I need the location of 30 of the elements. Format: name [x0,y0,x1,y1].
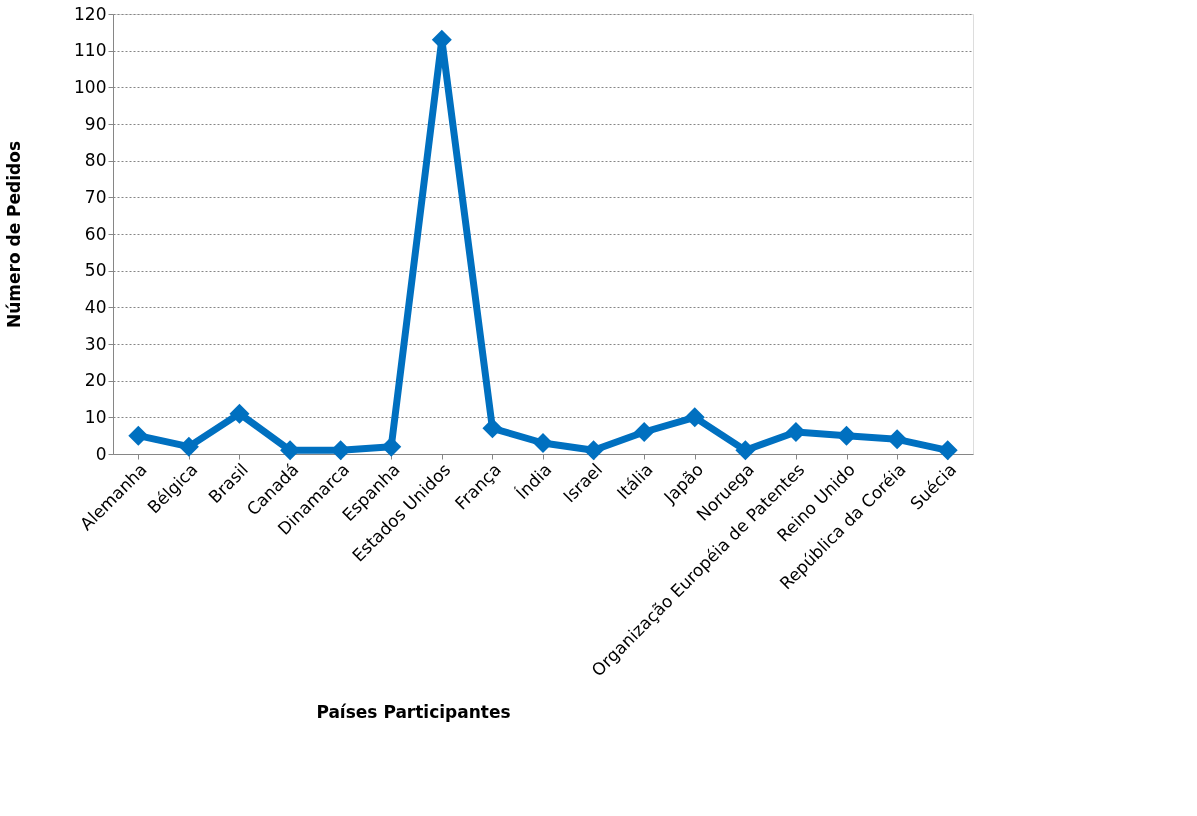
y-tick-label: 50 [84,260,107,281]
y-tick-label: 120 [74,3,107,24]
x-axis-title: Países Participantes [316,701,511,722]
point [330,440,351,461]
point [128,425,149,446]
y-tick-label: 60 [84,223,107,244]
y-tick-label: 70 [84,186,107,207]
y-tick-label: 100 [74,76,107,97]
point [785,422,806,442]
y-tick-label: 10 [84,406,107,427]
point [178,436,199,457]
y-axis-title: Número de Pedidos [4,140,25,329]
y-tick-label: 90 [84,113,107,134]
point [684,407,705,428]
y-tick-label: 0 [95,443,107,464]
y-tick-label: 40 [84,296,107,317]
point [229,403,250,424]
y-tick-label: 20 [84,370,107,391]
point [533,433,553,453]
point [887,429,908,450]
point [937,440,958,461]
point [381,436,402,457]
point [634,422,655,442]
point [836,425,857,446]
y-tick-label: 30 [84,333,107,354]
y-tick-label: 110 [74,40,107,61]
point [583,440,604,461]
y-tick-label: 80 [84,150,107,171]
point [482,418,503,439]
point [735,440,756,461]
